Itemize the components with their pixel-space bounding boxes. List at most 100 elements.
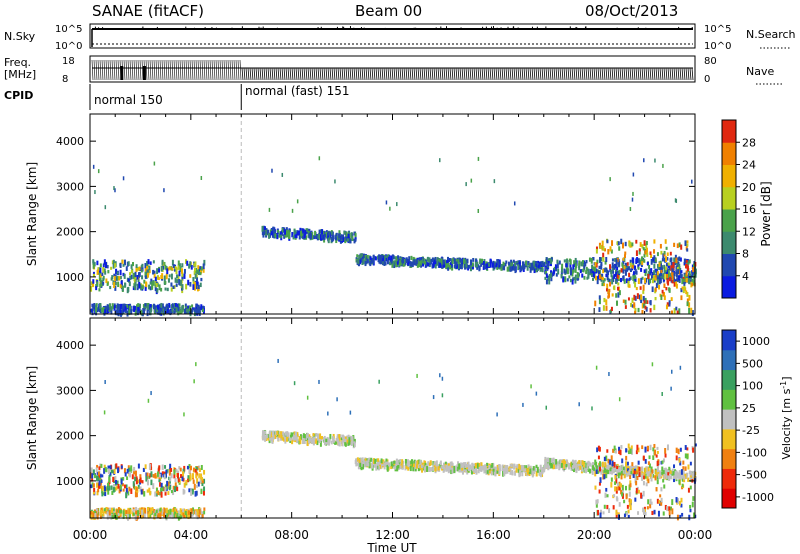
echo-point xyxy=(692,447,695,453)
freq-trace-tick xyxy=(155,59,158,81)
echo-point xyxy=(653,263,656,269)
echo-point xyxy=(583,264,586,271)
freq-trace-tick xyxy=(457,67,460,81)
echo-point xyxy=(353,238,356,244)
echo-point xyxy=(128,305,131,310)
echo-point xyxy=(142,507,145,513)
echo-point xyxy=(685,278,688,283)
freq-trace-tick xyxy=(181,59,184,81)
echo-point xyxy=(350,232,353,238)
echo-point xyxy=(595,262,598,268)
echo-point xyxy=(90,467,93,474)
echo-point xyxy=(688,307,691,314)
echo-point xyxy=(686,265,689,272)
echo-point xyxy=(568,275,571,279)
echo-point xyxy=(595,501,598,508)
echo-point xyxy=(137,484,140,489)
echo-point xyxy=(456,264,459,269)
echo-point xyxy=(548,462,551,466)
echo-point xyxy=(574,278,577,284)
echo-point xyxy=(198,513,201,518)
echo-point xyxy=(115,509,118,516)
echo-point xyxy=(148,511,151,515)
echo-point xyxy=(363,253,366,257)
echo-point xyxy=(96,491,99,496)
echo-point xyxy=(198,507,201,512)
echo-point xyxy=(433,259,436,266)
freq-trace-tick xyxy=(99,59,102,81)
freq-trace-tick xyxy=(657,67,660,81)
echo-point xyxy=(665,474,668,479)
freq-trace-tick xyxy=(549,67,552,81)
echo-point xyxy=(360,457,363,463)
freq-trace-tick xyxy=(389,67,392,81)
echo-point xyxy=(406,464,409,470)
echo-point xyxy=(338,232,341,239)
freq-trace-tick xyxy=(225,59,228,81)
echo-point xyxy=(656,274,659,281)
echo-point xyxy=(620,470,623,475)
echo-point xyxy=(185,259,188,264)
echo-point xyxy=(124,308,127,313)
colorbar-segment xyxy=(722,120,736,143)
echo-point xyxy=(641,471,644,478)
echo-point xyxy=(190,490,193,496)
freq-trace-tick xyxy=(499,67,502,81)
echo-point xyxy=(133,471,136,475)
echo-point xyxy=(610,306,613,311)
echo-point xyxy=(666,252,669,256)
echo-point xyxy=(578,260,581,265)
echo-point xyxy=(293,381,296,386)
echo-point xyxy=(356,457,359,462)
echo-point xyxy=(397,255,400,259)
echo-point xyxy=(175,268,178,275)
echo-point xyxy=(347,233,350,239)
echo-point xyxy=(401,257,404,262)
echo-point xyxy=(121,306,124,310)
echo-point xyxy=(450,468,453,475)
echo-point xyxy=(111,490,114,495)
echo-point xyxy=(550,257,553,261)
echo-point xyxy=(188,464,191,469)
echo-point xyxy=(670,297,673,302)
echo-point xyxy=(663,269,666,275)
freq-trace-tick xyxy=(221,59,224,81)
x-axis-label: Time UT xyxy=(366,541,417,554)
echo-point xyxy=(449,465,452,470)
echo-point xyxy=(191,304,194,308)
echo-point xyxy=(606,449,609,453)
echo-point xyxy=(98,466,101,470)
echo-point xyxy=(558,260,561,265)
echo-point xyxy=(650,501,653,505)
echo-point xyxy=(91,304,94,308)
echo-point xyxy=(201,308,204,313)
echo-point xyxy=(156,268,159,275)
echo-point xyxy=(449,258,452,262)
echo-point xyxy=(547,463,550,469)
echo-point xyxy=(97,307,100,312)
echo-point xyxy=(122,488,125,492)
echo-point xyxy=(582,268,585,273)
echo-point xyxy=(449,264,452,270)
echo-point xyxy=(547,258,550,262)
echo-point xyxy=(671,268,674,273)
echo-point xyxy=(457,461,460,467)
echo-point xyxy=(144,507,147,514)
power-colorbar-label: Power [dB] xyxy=(759,181,773,246)
echo-point xyxy=(300,230,303,237)
echo-point xyxy=(618,484,621,491)
freq-trace-tick xyxy=(113,59,116,81)
echo-point xyxy=(104,491,107,497)
echo-point xyxy=(532,264,535,270)
echo-point xyxy=(624,299,627,305)
echo-point xyxy=(654,268,657,273)
echo-point xyxy=(663,295,666,301)
echo-point xyxy=(294,433,297,438)
echo-point xyxy=(646,252,649,257)
echo-point xyxy=(464,263,467,270)
echo-point xyxy=(602,462,605,467)
echo-point xyxy=(185,479,188,485)
freq-trace-tick xyxy=(353,67,356,81)
echo-point xyxy=(635,239,638,244)
echo-point xyxy=(386,461,389,467)
